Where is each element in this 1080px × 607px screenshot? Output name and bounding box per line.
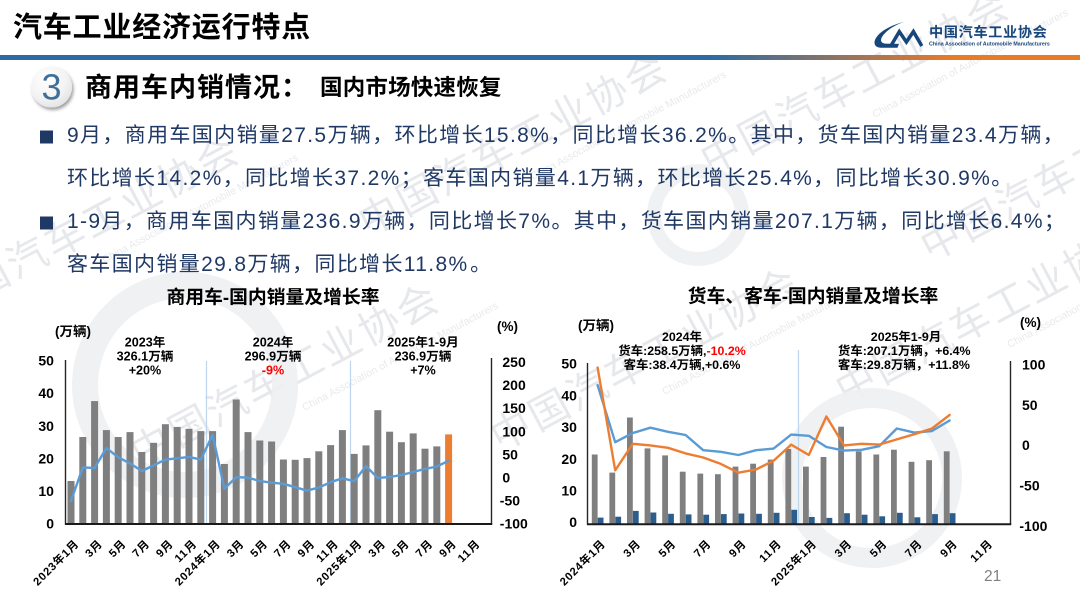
svg-text:2025: 2025 <box>769 560 797 588</box>
svg-text:50: 50 <box>1022 397 1038 413</box>
svg-text:10: 10 <box>561 483 577 499</box>
svg-text:11: 11 <box>969 547 987 565</box>
svg-text::258.5: :258.5 <box>643 344 678 358</box>
svg-text:10: 10 <box>38 483 54 499</box>
svg-text:-9%: -9% <box>262 363 284 377</box>
svg-text:,+0.6%: ,+0.6% <box>702 358 741 372</box>
svg-text:11: 11 <box>757 547 775 565</box>
svg-text:(%): (%) <box>497 319 518 334</box>
svg-text:11: 11 <box>314 547 332 565</box>
svg-text::207.1: :207.1 <box>863 344 898 358</box>
svg-text:20: 20 <box>38 450 54 466</box>
svg-text:207.1: 207.1 <box>775 210 834 233</box>
svg-text:1-9: 1-9 <box>428 336 446 350</box>
svg-text::38.4: :38.4 <box>648 358 676 372</box>
svg-text:40: 40 <box>561 387 577 403</box>
svg-text:2024: 2024 <box>173 560 201 588</box>
svg-text:100: 100 <box>1022 356 1046 372</box>
svg-text:21: 21 <box>984 568 1001 585</box>
svg-text:250: 250 <box>502 354 526 370</box>
svg-text:20: 20 <box>561 451 577 467</box>
svg-text:2024: 2024 <box>662 330 690 344</box>
svg-text:25.4%: 25.4% <box>747 167 813 190</box>
svg-text:-50: -50 <box>1019 478 1039 494</box>
svg-text:30.9%: 30.9% <box>925 167 991 190</box>
svg-text:China Association of Automobil: China Association of Automobile Manufact… <box>870 7 1070 121</box>
svg-text:-100: -100 <box>500 516 528 532</box>
svg-text:4.1: 4.1 <box>557 167 590 190</box>
svg-text:326.1: 326.1 <box>117 350 149 364</box>
svg-text:100: 100 <box>502 423 526 439</box>
svg-text:0: 0 <box>502 469 510 485</box>
svg-text:30: 30 <box>561 419 577 435</box>
svg-text:-10.2%: -10.2% <box>707 344 746 358</box>
svg-text:-50: -50 <box>500 493 520 509</box>
svg-text:3: 3 <box>41 67 61 108</box>
svg-text:2025: 2025 <box>315 560 343 588</box>
svg-text:2023: 2023 <box>31 560 59 588</box>
svg-text:9: 9 <box>67 124 80 147</box>
svg-text:+20%: +20% <box>129 363 162 377</box>
svg-text:23.4: 23.4 <box>952 124 998 147</box>
svg-text:15.8%: 15.8% <box>484 124 550 147</box>
svg-text:+6.4%: +6.4% <box>935 344 970 358</box>
svg-text:236.9: 236.9 <box>395 350 427 364</box>
svg-text:2024: 2024 <box>253 336 281 350</box>
svg-text:-: - <box>223 287 229 308</box>
svg-text:): ) <box>87 324 92 339</box>
svg-text:236.9: 236.9 <box>303 210 362 233</box>
svg-text:7%: 7% <box>518 210 551 233</box>
svg-text:(: ( <box>578 318 583 333</box>
svg-text:,: , <box>703 344 706 358</box>
svg-text::29.8: :29.8 <box>863 358 891 372</box>
svg-text:+11.8%: +11.8% <box>928 358 970 372</box>
svg-text:14.2%: 14.2% <box>156 167 222 190</box>
svg-text:2025: 2025 <box>387 336 415 350</box>
svg-text:(%): (%) <box>1020 315 1041 330</box>
svg-text:2024: 2024 <box>558 560 586 588</box>
svg-text:37.2%: 37.2% <box>334 167 400 190</box>
svg-text:+7%: +7% <box>410 363 436 377</box>
svg-text:11.8%: 11.8% <box>404 253 469 276</box>
svg-text:): ) <box>610 318 615 333</box>
svg-text:0: 0 <box>46 516 54 532</box>
svg-text:200: 200 <box>502 377 526 393</box>
svg-text:150: 150 <box>502 400 526 416</box>
svg-text:China Association of Automobil: China Association of Automobile Manufact… <box>1005 237 1080 351</box>
svg-text:-100: -100 <box>1019 518 1047 534</box>
svg-text:29.8: 29.8 <box>201 253 247 276</box>
svg-text:6.4%: 6.4% <box>991 210 1044 233</box>
svg-text:30: 30 <box>38 418 54 434</box>
svg-text:27.5: 27.5 <box>281 124 327 147</box>
svg-text:2025: 2025 <box>871 330 899 344</box>
svg-text:2023: 2023 <box>125 336 153 350</box>
svg-text:40: 40 <box>38 385 54 401</box>
svg-text:-: - <box>782 286 788 307</box>
svg-text:0: 0 <box>569 514 577 530</box>
svg-text:(: ( <box>55 324 60 339</box>
svg-text:50: 50 <box>561 356 577 372</box>
svg-text:1-9: 1-9 <box>911 330 929 344</box>
svg-text:50: 50 <box>38 353 54 369</box>
svg-text:50: 50 <box>502 446 518 462</box>
svg-text:1-9: 1-9 <box>67 210 101 233</box>
svg-text:China Association of Automobil: China Association of Automobile Manufact… <box>929 42 1050 48</box>
svg-text:11: 11 <box>456 547 474 565</box>
svg-text:0: 0 <box>1022 437 1030 453</box>
svg-text:11: 11 <box>173 547 191 565</box>
svg-text:36.2%: 36.2% <box>662 124 728 147</box>
svg-text:296.9: 296.9 <box>245 350 277 364</box>
